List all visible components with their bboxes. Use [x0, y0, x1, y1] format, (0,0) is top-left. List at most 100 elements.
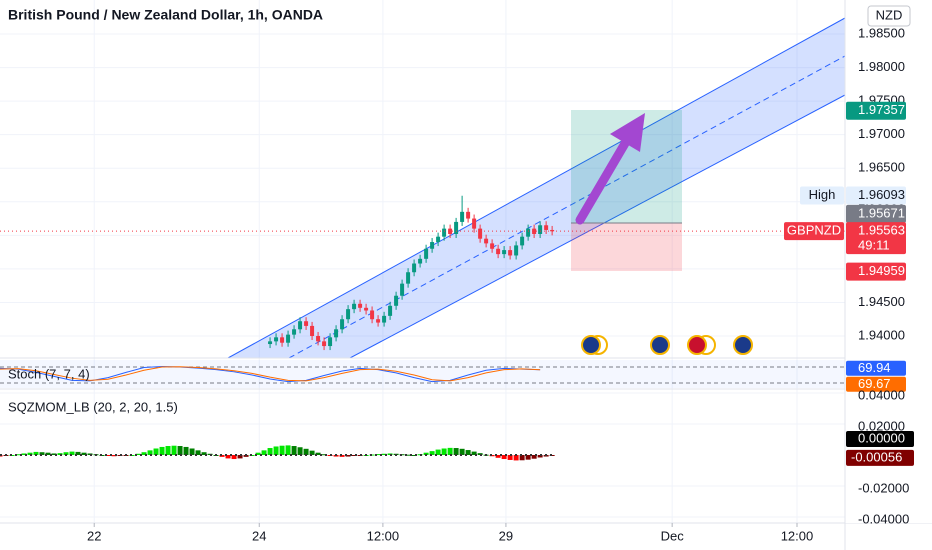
momentum-bar	[531, 455, 537, 459]
momentum-bar	[201, 452, 207, 456]
momentum-bar	[351, 455, 357, 457]
x-tick-label: 12:00	[367, 528, 400, 543]
stoch-tag-label: 69.67	[858, 376, 891, 391]
momentum-bar	[261, 450, 267, 456]
momentum-bar	[183, 446, 189, 456]
momentum-bar	[45, 452, 51, 456]
momentum-bar	[405, 454, 411, 456]
events	[581, 335, 753, 355]
candle-body	[514, 245, 519, 256]
event-icon[interactable]	[733, 335, 753, 355]
candle-body	[286, 334, 291, 343]
momentum-bar	[441, 448, 447, 456]
candle-body	[382, 315, 387, 323]
x-tick-label: Dec	[661, 528, 685, 543]
price-tag-label: 1.95563	[858, 223, 905, 238]
stoch-tag-label: 69.94	[858, 360, 891, 375]
momentum-bar	[141, 452, 147, 456]
candle-body	[436, 236, 441, 243]
y-tick-label: 0.04000	[858, 387, 905, 402]
momentum-bar	[537, 455, 543, 458]
momentum-bar	[33, 451, 39, 456]
candle-body	[322, 341, 327, 347]
x-tick-label: 29	[499, 528, 513, 543]
candle-body	[280, 337, 285, 343]
price-tag-label: 1.96093	[858, 187, 905, 202]
candle-body	[496, 248, 501, 255]
momentum-bar	[159, 446, 165, 456]
momentum-bar	[63, 452, 69, 456]
momentum-bar	[69, 451, 75, 456]
tag-name: GBPNZD	[787, 223, 841, 238]
candle-body	[460, 211, 465, 222]
momentum-tag	[846, 449, 914, 466]
momentum-bar	[447, 447, 453, 456]
y-tick-label: 1.98500	[858, 25, 905, 40]
momentum-bar	[249, 455, 255, 457]
candle-body	[310, 325, 315, 336]
candle-body	[358, 303, 363, 308]
candle-body	[424, 248, 429, 259]
candle-body	[412, 263, 417, 273]
momentum-bar	[105, 455, 111, 457]
candle-body	[304, 321, 309, 326]
momentum-bar	[225, 455, 231, 459]
y-tick-label: 1.98000	[858, 59, 905, 74]
momentum-pane	[0, 445, 555, 461]
candle-body	[394, 295, 399, 306]
candle-body	[544, 225, 549, 230]
price-tag	[846, 204, 906, 223]
momentum-bar	[129, 455, 135, 457]
momentum-bar	[267, 448, 273, 456]
candle-body	[370, 310, 375, 320]
currency[interactable]: NZD	[876, 7, 903, 22]
y-tick-label: -0.02000	[858, 480, 909, 495]
y-tick-label: 1.94500	[858, 294, 905, 309]
event-icon[interactable]	[650, 335, 670, 355]
price-tag-label: 1.95671	[858, 205, 905, 220]
countdown: 49:11	[858, 238, 890, 253]
stoch-title: Stoch (7, 7, 4)	[8, 366, 90, 381]
momentum-bar	[75, 451, 81, 456]
y-tick-label: 1.96500	[858, 160, 905, 175]
momentum-bar	[9, 455, 15, 457]
momentum-bar	[219, 455, 225, 457]
candle-body	[292, 329, 297, 335]
momentum-bar	[195, 450, 201, 456]
momentum-bar	[501, 455, 507, 460]
arrow-head	[610, 113, 645, 152]
currency-box[interactable]	[867, 5, 911, 27]
momentum-bar	[297, 447, 303, 456]
momentum-bar	[489, 455, 495, 457]
momentum-bar	[111, 455, 117, 457]
momentum-bar	[507, 455, 513, 460]
momentum-bar	[177, 446, 183, 456]
momentum-bar	[435, 449, 441, 456]
momentum-bar	[459, 448, 465, 456]
momentum-bar	[411, 455, 417, 457]
momentum-tag-label: -0.00056	[851, 449, 902, 464]
candle-body	[538, 225, 543, 234]
candle-body	[430, 242, 435, 249]
stoch-tag	[846, 360, 906, 376]
stochastic-pane	[0, 365, 845, 384]
candle-body	[340, 319, 345, 330]
stop-zone	[571, 223, 682, 271]
momentum-bar	[465, 450, 471, 456]
candles	[0, 195, 845, 351]
grid	[0, 0, 845, 523]
tag-name-box	[784, 222, 844, 241]
momentum-bar	[171, 445, 177, 456]
momentum-bar	[21, 453, 27, 456]
momentum-bar	[309, 450, 315, 456]
momentum-bar	[471, 451, 477, 456]
price-tag	[846, 222, 906, 255]
momentum-bar	[519, 455, 525, 461]
momentum-bar	[39, 452, 45, 456]
candle-body	[316, 335, 321, 342]
event-icon[interactable]	[581, 335, 601, 355]
event-icon[interactable]	[687, 335, 707, 355]
momentum-bar	[429, 451, 435, 456]
